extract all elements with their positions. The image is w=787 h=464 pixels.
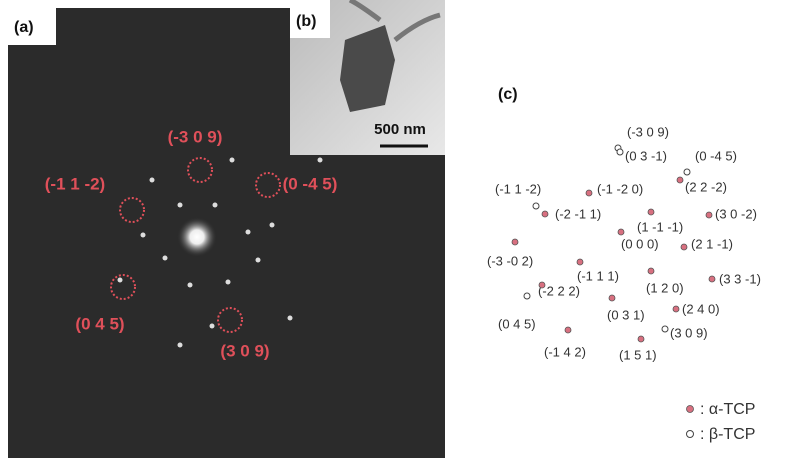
spot (163, 256, 168, 261)
reflection-label: (0 0 0) (621, 236, 659, 251)
alpha-dot (648, 268, 654, 274)
figure-svg: (a) (b) 500 nm (c) (-3 0 9) (0 3 -1) (0 -4… (0, 0, 787, 464)
reflection-label: (-1 1 1) (577, 268, 619, 283)
panel-label: (b) (296, 13, 316, 30)
reflection-label: (3 0 -2) (715, 206, 757, 221)
legend-label: : β-TCP (700, 426, 755, 443)
spot (210, 324, 215, 329)
alpha-dot (648, 209, 654, 215)
figure: (a) (b) 500 nm (c) (-3 0 9) (0 3 -1) (0 -4… (0, 0, 787, 464)
spot (318, 158, 323, 163)
reflection-label: (0 3 1) (607, 307, 645, 322)
reflection-label: (0 -4 5) (695, 148, 737, 163)
spot (226, 280, 231, 285)
beta-dot (533, 203, 539, 209)
alpha-dot (577, 259, 583, 265)
spot (141, 233, 146, 238)
reflection-label: (1 -1 -1) (637, 219, 683, 234)
spot-label: (0 4 5) (75, 314, 124, 333)
panel-label: (c) (498, 86, 518, 103)
alpha-dot (609, 295, 615, 301)
reflection-label: (2 4 0) (682, 301, 720, 316)
spot (270, 223, 275, 228)
alpha-dot (512, 239, 518, 245)
alpha-dot (709, 276, 715, 282)
alpha-dot (586, 190, 592, 196)
spot (213, 203, 218, 208)
reflection-label: (-2 -1 1) (555, 206, 601, 221)
reflection-label: (-1 -2 0) (597, 181, 643, 196)
spot-label: (-1 1 -2) (45, 174, 105, 193)
spot-label: (0 -4 5) (283, 174, 338, 193)
reflection-label: (1 2 0) (646, 280, 684, 295)
beta-dot (524, 293, 530, 299)
reflection-label: (-1 4 2) (544, 344, 586, 359)
alpha-dot (539, 282, 545, 288)
reflection-label: (3 0 9) (670, 325, 708, 340)
spot (178, 343, 183, 348)
spot (256, 258, 261, 263)
reflection-label: (-1 1 -2) (495, 181, 541, 196)
spot (246, 230, 251, 235)
central-beam (177, 217, 217, 257)
reflection-label: (-3 0 9) (627, 124, 669, 139)
schematic: (-3 0 9) (0 3 -1) (0 -4 5) (2 2 -2) (-1 1 -2… (487, 124, 761, 443)
spot (188, 283, 193, 288)
alpha-dot (681, 244, 687, 250)
alpha-dot (618, 229, 624, 235)
alpha-dot (706, 212, 712, 218)
beta-dot (684, 169, 690, 175)
spot (178, 203, 183, 208)
alpha-dot (565, 327, 571, 333)
spot (118, 278, 123, 283)
reflection-label: (2 1 -1) (691, 236, 733, 251)
alpha-dot (673, 306, 679, 312)
reflection-label: (0 4 5) (498, 316, 536, 331)
reflection-label: (0 3 -1) (625, 148, 667, 163)
spot-label: (3 0 9) (220, 341, 269, 360)
panel-label: (a) (14, 19, 34, 36)
reflection-label: (1 5 1) (619, 347, 657, 362)
spot (230, 158, 235, 163)
spot-label: (-3 0 9) (168, 127, 223, 146)
spot (150, 178, 155, 183)
legend-beta (687, 431, 694, 438)
legend-alpha (687, 406, 694, 413)
alpha-dot (677, 177, 683, 183)
reflection-label: (2 2 -2) (685, 179, 727, 194)
reflection-label: (3 3 -1) (719, 271, 761, 286)
beta-dot (617, 149, 623, 155)
reflection-label: (-3 -0 2) (487, 253, 533, 268)
scale-bar-label: 500 nm (374, 121, 426, 138)
beta-dot (662, 326, 668, 332)
alpha-dot (542, 211, 548, 217)
spot (288, 316, 293, 321)
alpha-dot (638, 336, 644, 342)
legend-label: : α-TCP (700, 401, 755, 418)
